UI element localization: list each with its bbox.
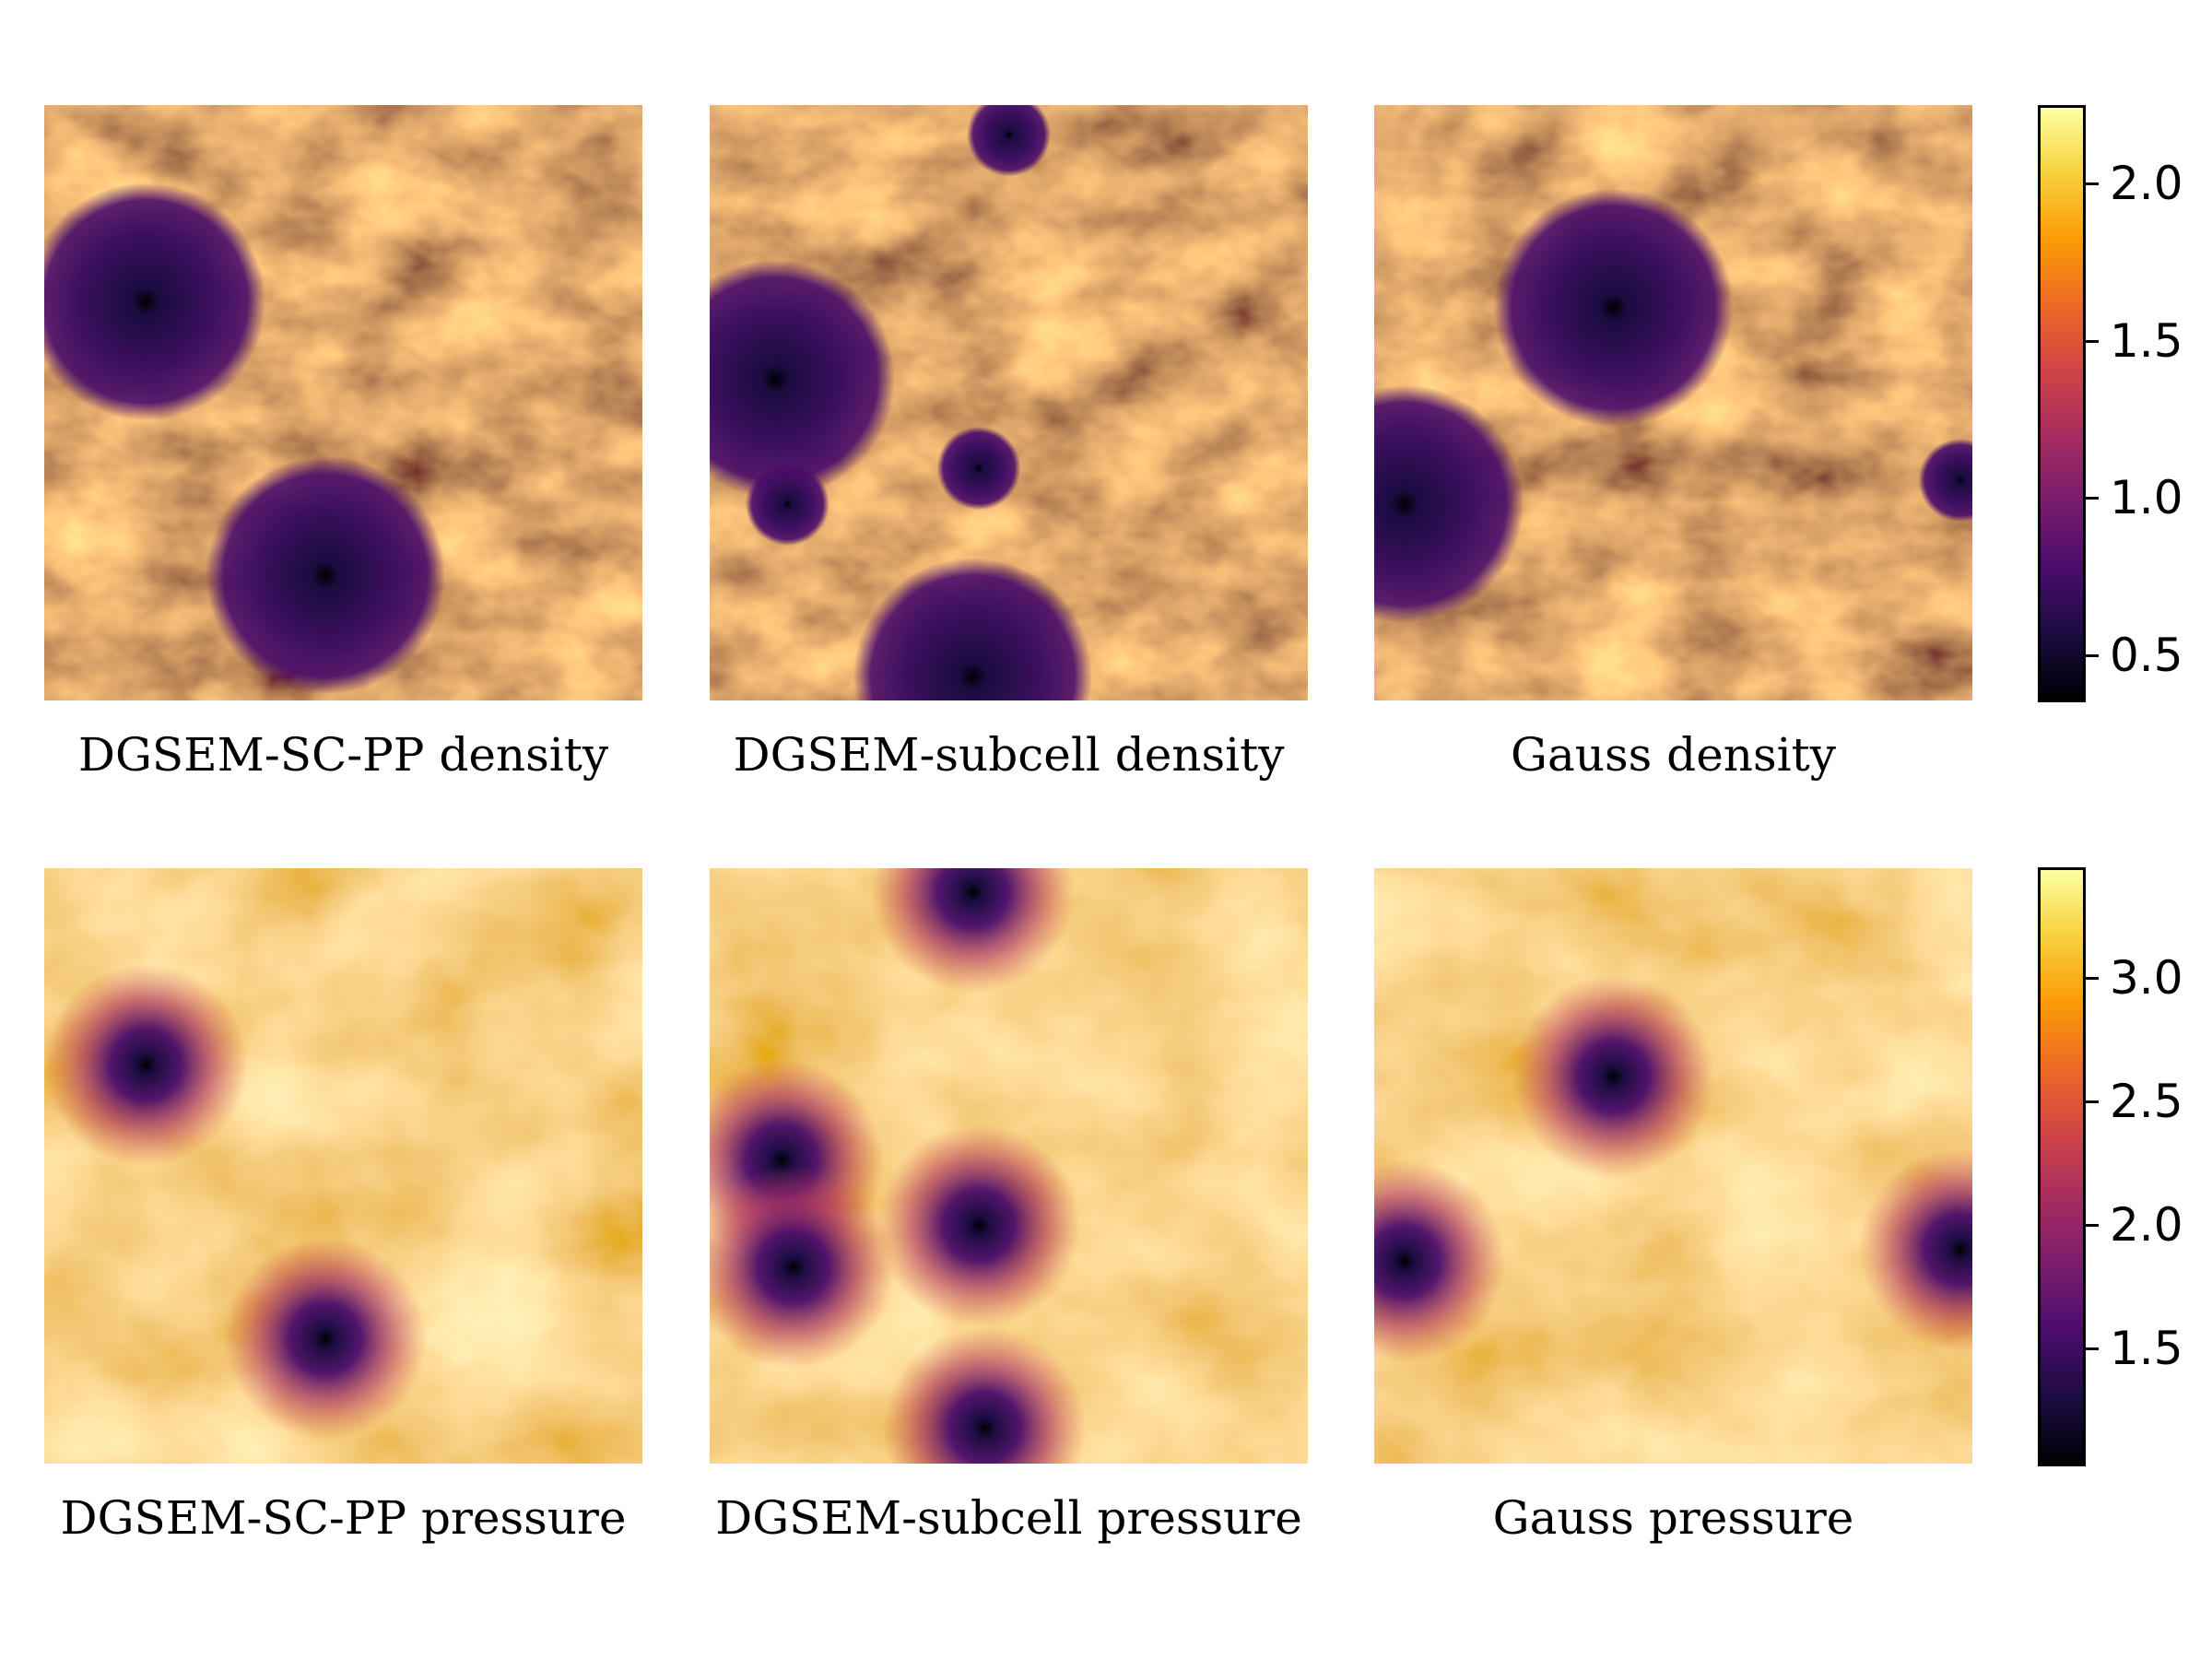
vortex-core — [710, 1166, 896, 1369]
colorbar-tick-label: 2.5 — [2110, 1075, 2183, 1129]
colorbar-tick-label: 1.5 — [2110, 313, 2183, 368]
vortex-core — [223, 1237, 428, 1441]
vortex-core — [1858, 1147, 1972, 1351]
caption-gauss-pressure: Gauss pressure — [1492, 1491, 1854, 1545]
pressure-colorbar — [2038, 867, 2086, 1466]
colorbar-tick — [2086, 1223, 2099, 1227]
colorbar-tick — [2086, 977, 2099, 981]
vortex-core — [1512, 975, 1715, 1178]
vortex-core — [1918, 438, 1972, 523]
vortex-core — [1374, 384, 1524, 623]
density-colorbar — [2038, 105, 2086, 702]
vortex-core — [936, 426, 1021, 511]
caption-dgsem-subcell-pressure: DGSEM-subcell pressure — [715, 1491, 1302, 1545]
colorbar-tick — [2086, 1100, 2099, 1104]
colorbar-tick-label: 2.0 — [2110, 1197, 2183, 1252]
vortex-core — [853, 557, 1093, 700]
density-heatmap-gauss — [1374, 105, 1972, 700]
density-colorbar-axis: 2.0 1.5 1.0 0.5 — [2086, 105, 2183, 678]
vortex-core — [44, 182, 266, 421]
vortex-core — [1493, 188, 1734, 427]
colorbar-tick-label: 3.0 — [2110, 951, 2183, 1006]
caption-dgsem-subcell-density: DGSEM-subcell density — [733, 728, 1285, 782]
colorbar-tick — [2086, 1347, 2099, 1350]
colorbar-tick — [2086, 182, 2099, 186]
heatmap-field — [1374, 868, 1972, 1464]
colorbar-tick-label: 0.5 — [2110, 628, 2183, 682]
vortex-core — [710, 259, 896, 499]
vortex-core — [967, 105, 1051, 177]
vortex-core — [1374, 1159, 1506, 1363]
vortex-core — [745, 462, 830, 547]
pressure-heatmap-dgsem-subcell — [710, 868, 1308, 1464]
colorbar-tick-label: 1.0 — [2110, 471, 2183, 525]
pressure-colorbar-axis: 3.0 2.5 2.0 1.5 — [2086, 867, 2183, 1371]
vortex-core — [883, 1326, 1087, 1464]
vortex-core — [871, 868, 1075, 994]
pressure-heatmap-dgsem-sc-pp — [44, 868, 642, 1464]
vortex-core — [44, 963, 248, 1166]
vortex-core — [877, 1124, 1081, 1327]
colorbar-tick — [2086, 497, 2099, 500]
pressure-heatmap-gauss — [1374, 868, 1972, 1464]
density-heatmap-dgsem-sc-pp — [44, 105, 642, 700]
colorbar-tick — [2086, 653, 2099, 657]
colorbar-tick-label: 1.5 — [2110, 1321, 2183, 1375]
caption-dgsem-sc-pp-pressure: DGSEM-SC-PP pressure — [60, 1491, 627, 1545]
caption-gauss-density: Gauss density — [1511, 728, 1836, 782]
colorbar-tick-label: 2.0 — [2110, 157, 2183, 211]
density-heatmap-dgsem-subcell — [710, 105, 1308, 700]
caption-dgsem-sc-pp-density: DGSEM-SC-PP density — [77, 728, 609, 782]
colorbar-tick — [2086, 339, 2099, 343]
vortex-core — [206, 456, 445, 695]
